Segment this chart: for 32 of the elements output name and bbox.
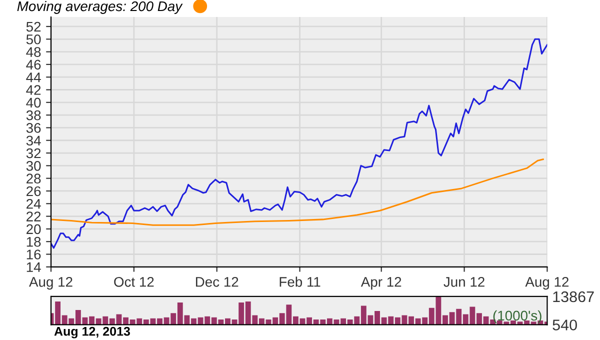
y-tick-label: 42	[26, 85, 41, 95]
x-tick-label: Jun 12	[444, 276, 484, 287]
y-tick-label: 36	[26, 123, 41, 133]
text: Aug 12, 2013	[54, 326, 130, 338]
y-tick-label: 40	[26, 98, 41, 108]
y-tick-label: 52	[26, 22, 41, 32]
y-tick-label: 13867	[553, 291, 594, 302]
annotation: (1000's)	[493, 310, 542, 324]
y-tick-label: 16	[26, 250, 41, 260]
y-tick-label: 24	[26, 198, 41, 209]
y-tick-label: 18	[26, 236, 41, 247]
x-tick-label: Dec 12	[196, 276, 238, 287]
x-tick-label: Apr 12	[360, 276, 402, 290]
y-tick-label: 540	[552, 320, 577, 330]
x-tick-label: Aug 12	[525, 276, 569, 290]
x-tick-label: Feb 11	[280, 276, 320, 287]
y-tick-label: 46	[26, 60, 41, 70]
y-tick-label: 30	[26, 161, 41, 171]
y-tick-label: 38	[26, 110, 41, 120]
x-tick-label: Oct 12	[114, 276, 154, 287]
y-tick-label: 22	[26, 212, 41, 222]
y-tick-label: 14	[26, 262, 41, 272]
y-tick-label: 48	[26, 47, 41, 57]
y-tick-label: 34	[26, 136, 41, 146]
y-tick-label: 50	[26, 34, 41, 44]
y-tick-label: 26	[26, 186, 41, 196]
y-tick-label: 20	[26, 224, 41, 234]
legend-label: Moving averages: 200 Day	[17, 0, 183, 14]
x-tick-label: Aug 12	[29, 276, 72, 290]
y-tick-label: 32	[26, 148, 41, 158]
y-tick-label: 44	[26, 72, 41, 82]
y-tick-label: 28	[26, 174, 41, 184]
